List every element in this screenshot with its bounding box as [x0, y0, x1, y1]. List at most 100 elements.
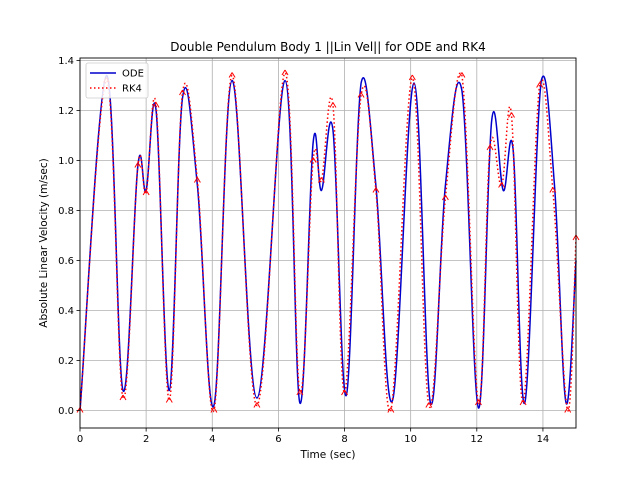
marker-stroke: [344, 389, 348, 396]
data-point-rk4: [508, 112, 515, 118]
x-tick-label: 6: [275, 434, 281, 445]
marker-stroke: [411, 74, 416, 81]
x-tick-label: 14: [537, 434, 550, 445]
data-point-rk4: [519, 399, 527, 406]
data-point-rk4: [564, 407, 572, 413]
marker-stroke: [428, 402, 433, 408]
marker-stroke: [539, 82, 544, 88]
marker-stroke: [79, 407, 84, 413]
marker-stroke: [332, 102, 337, 108]
marker-stroke: [213, 407, 218, 413]
data-point-rk4: [341, 389, 348, 396]
marker-stroke: [228, 72, 233, 78]
data-point-rk4: [441, 194, 449, 201]
marker-stroke: [76, 407, 81, 413]
y-tick-label: 1.4: [58, 56, 74, 67]
axis-ticks: 0 2 4 6 8 10 12 14 0.0 0.2 0.4 0.6 0.8 1.0 1.2 1.4: [58, 56, 549, 445]
marker-stroke: [408, 74, 413, 81]
marker-stroke: [425, 402, 430, 408]
marker-stroke: [549, 187, 554, 193]
data-point-rk4: [329, 102, 337, 108]
data-point-rk4: [372, 187, 380, 193]
marker-stroke: [119, 394, 124, 401]
marker-stroke: [134, 162, 139, 168]
marker-stroke: [142, 189, 147, 196]
marker-stroke: [317, 177, 322, 183]
marker-stroke: [196, 177, 201, 183]
y-tick-label: 0.4: [58, 306, 74, 317]
marker-stroke: [508, 112, 512, 118]
data-point-rk4: [357, 92, 365, 98]
marker-stroke: [536, 82, 541, 88]
marker-stroke: [360, 92, 365, 98]
data-point-rk4: [193, 177, 201, 183]
data-point-rk4: [317, 177, 325, 183]
marker-stroke: [312, 157, 317, 163]
marker-stroke: [231, 72, 236, 78]
data-point-rk4: [498, 182, 506, 188]
marker-stroke: [256, 402, 261, 408]
marker-stroke: [182, 89, 186, 96]
data-point-rk4: [572, 234, 580, 241]
marker-stroke: [501, 182, 506, 188]
y-tick-label: 0.8: [58, 206, 74, 217]
data-point-rk4: [210, 407, 218, 413]
marker-stroke: [486, 144, 491, 151]
data-point-rk4: [486, 144, 494, 151]
marker-stroke: [575, 234, 580, 241]
legend-box: [85, 62, 149, 99]
data-point-rk4: [296, 389, 304, 396]
marker-stroke: [478, 399, 482, 406]
y-tick-label: 1.2: [58, 106, 74, 117]
series-line-rk4: [79, 72, 577, 413]
marker-stroke: [168, 397, 173, 403]
x-tick-label: 4: [209, 434, 215, 445]
plot-frame: [79, 57, 577, 429]
data-point-rk4: [152, 102, 160, 108]
marker-stroke: [296, 389, 301, 396]
marker-stroke: [390, 407, 395, 413]
y-tick-label: 0.0: [58, 406, 74, 417]
marker-stroke: [145, 189, 150, 196]
x-tick-label: 8: [341, 434, 347, 445]
marker-stroke: [179, 89, 183, 96]
marker-stroke: [299, 389, 304, 396]
marker-stroke: [375, 187, 380, 193]
marker-stroke: [475, 399, 479, 406]
data-point-rk4: [76, 407, 84, 413]
marker-stroke: [458, 72, 463, 78]
data-point-rk4: [458, 72, 466, 78]
series-layer: [76, 69, 580, 413]
x-tick-label: 2: [143, 434, 149, 445]
marker-stroke: [284, 69, 289, 76]
marker-stroke: [444, 194, 449, 201]
marker-stroke: [441, 194, 446, 201]
marker-stroke: [320, 177, 325, 183]
marker-stroke: [165, 397, 170, 403]
data-point-rk4: [179, 89, 186, 96]
marker-stroke: [155, 102, 160, 108]
marker-stroke: [519, 399, 524, 406]
x-tick-label: 12: [470, 434, 483, 445]
legend: ODE RK4: [85, 62, 149, 99]
data-point-rk4: [387, 407, 395, 413]
legend-label-ode: ODE: [122, 69, 144, 80]
chart-title: Double Pendulum Body 1 ||Lin Vel|| for O…: [170, 40, 485, 54]
marker-stroke: [387, 407, 392, 413]
marker-stroke: [210, 407, 215, 413]
marker-stroke: [253, 402, 258, 408]
data-point-rk4: [228, 72, 236, 78]
marker-stroke: [489, 144, 494, 151]
marker-stroke: [309, 157, 314, 163]
marker-stroke: [193, 177, 198, 183]
data-point-rk4: [425, 402, 433, 408]
y-tick-label: 1.0: [58, 156, 74, 167]
legend-label-rk4: RK4: [122, 84, 142, 95]
data-point-rk4: [408, 74, 416, 81]
data-point-rk4: [142, 189, 150, 196]
marker-stroke: [341, 389, 345, 396]
marker-stroke: [552, 187, 557, 193]
data-point-rk4: [281, 69, 289, 76]
marker-stroke: [522, 399, 527, 406]
marker-stroke: [567, 407, 572, 413]
